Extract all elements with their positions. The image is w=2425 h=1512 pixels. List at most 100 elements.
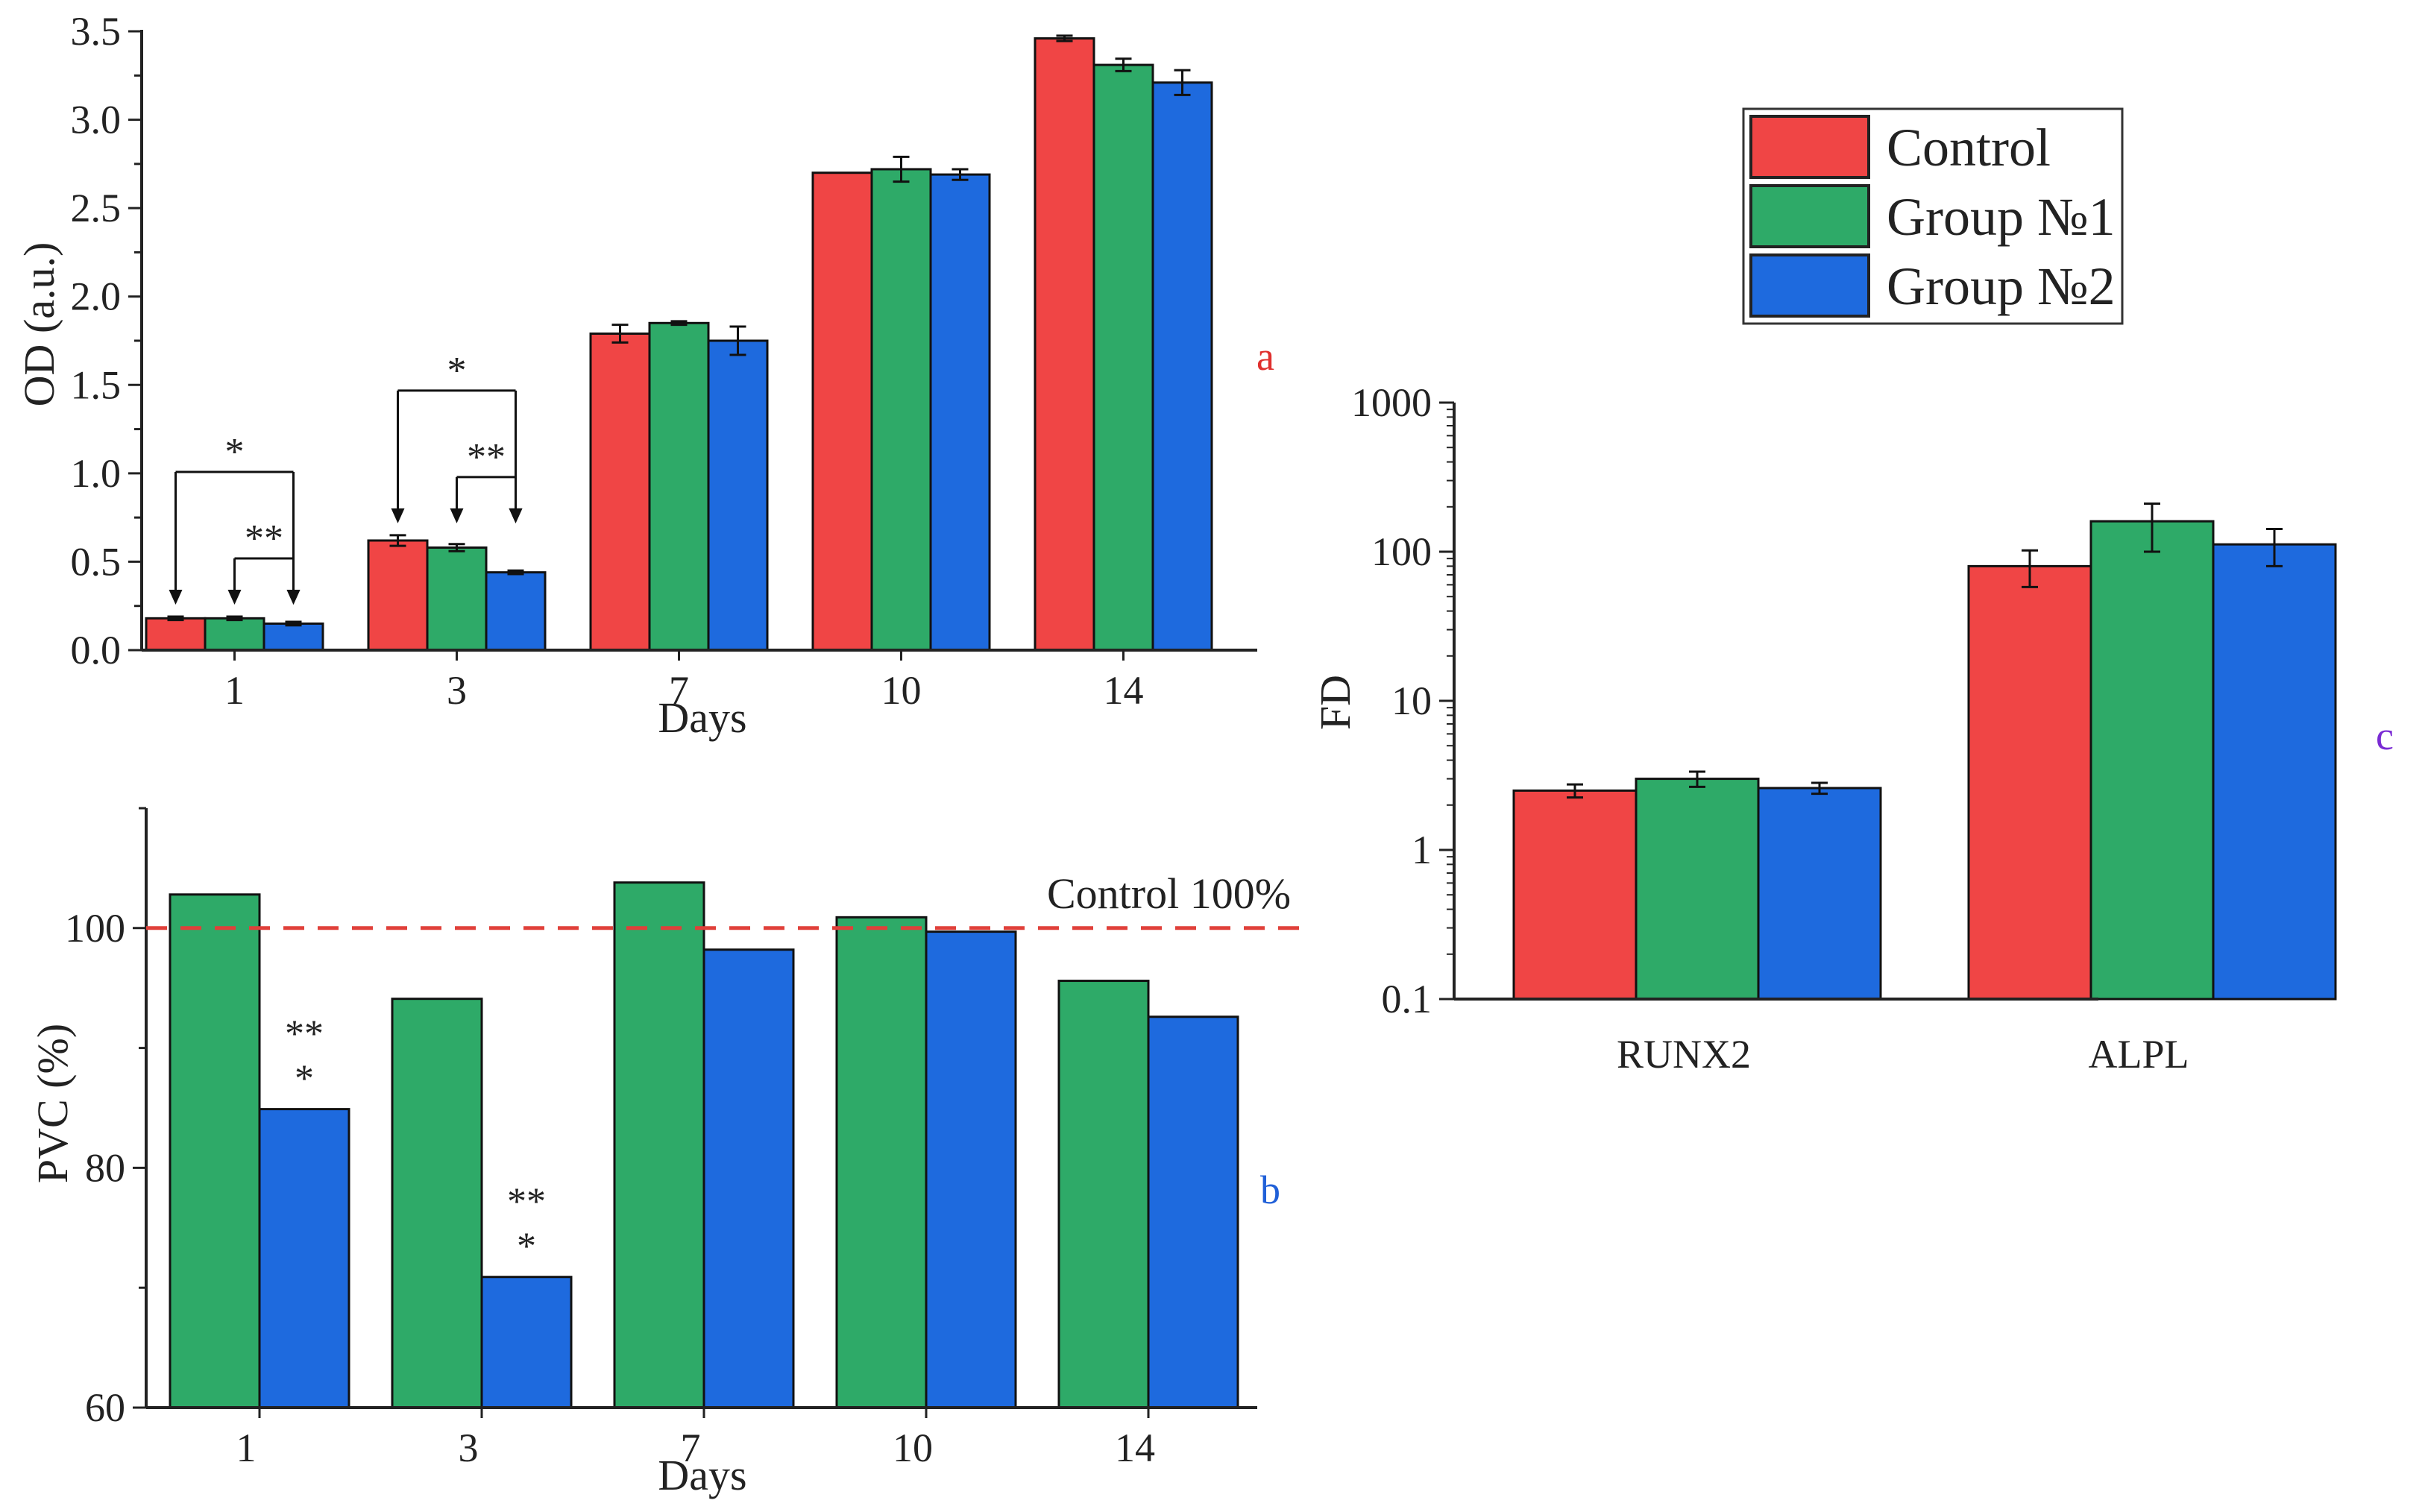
panel-b-bar [1057, 980, 1150, 1409]
panel-a-bar [811, 171, 873, 652]
panel-b-y-tick-label: 60 [85, 1385, 125, 1430]
arrow-head-icon [509, 508, 523, 523]
panel-c-ylabel: FD [1311, 675, 1359, 730]
arrow-head-icon [391, 508, 405, 523]
panel-a-y-tick-label: 2.0 [71, 274, 122, 319]
panel-a-bar [648, 321, 710, 652]
panel-b-bar [258, 1108, 350, 1409]
panel-a-bar [1092, 63, 1154, 652]
panel-b-significance-marks: ****** [285, 1013, 546, 1268]
panel-c-y-tick-label: 0.1 [1382, 977, 1432, 1021]
panel-b-x-tick-label: 1 [236, 1426, 257, 1470]
arrow-head-icon [169, 589, 183, 605]
panel-b-letter: b [1260, 1168, 1280, 1212]
panel-c-error-bars [1567, 503, 2283, 799]
panel-a-x-tick-label: 1 [224, 668, 245, 713]
panel-a-bar [426, 546, 488, 652]
reference-line-label: Control 100% [1047, 869, 1291, 918]
panel-b-bar [1147, 1015, 1239, 1409]
panel-b-axes: 1 3 7 10 14 60 80 100 [65, 807, 1257, 1470]
legend-label-group2: Group №2 [1887, 256, 2116, 316]
panel-a-y-tick-label: 2.5 [71, 186, 122, 230]
panel-b-x-tick-label: 7 [681, 1426, 701, 1470]
significance-label: ** [467, 436, 506, 479]
legend-swatch-control [1749, 115, 1870, 179]
panel-b-bars [169, 881, 1239, 1409]
panel-b-bar [702, 948, 795, 1409]
panel-c-x-tick-label: ALPL [2089, 1032, 2189, 1077]
panel-a-bar [485, 571, 547, 652]
panel-a-bar [929, 173, 991, 652]
significance-label: ** [245, 517, 283, 560]
legend-swatch-group1 [1749, 184, 1870, 248]
panel-a-x-tick-label: 10 [881, 668, 922, 713]
panel-a-bar [1151, 81, 1213, 652]
panel-a-y-tick-label: 1.5 [71, 362, 122, 407]
panel-b-bar [835, 916, 928, 1409]
panel-a-y-tick-label: 3.0 [71, 98, 122, 142]
panel-b-ylabel: PVC (%) [28, 1024, 77, 1183]
significance-label: * [517, 1226, 536, 1268]
legend-label-group1: Group №1 [1887, 187, 2116, 247]
panel-a-y-tick-label: 3.5 [71, 9, 122, 54]
panel-a-bar [204, 617, 265, 652]
arrow-head-icon [450, 508, 464, 523]
panel-a-bar [262, 622, 324, 652]
panel-c-x-tick-label: RUNX2 [1617, 1032, 1751, 1077]
panel-a-bar [707, 339, 769, 652]
panel-b-x-tick-label: 14 [1115, 1426, 1155, 1470]
panel-b-bar [925, 930, 1017, 1409]
panel-a-letter: a [1256, 334, 1274, 379]
significance-label: * [447, 350, 467, 392]
panel-c-bar [1757, 787, 1882, 1001]
panel-a-x-tick-label: 14 [1104, 668, 1144, 713]
significance-label: ** [507, 1181, 546, 1223]
panel-a-bar [145, 617, 207, 652]
panel-a-od-chart: 1 3 7 10 140.00.51.01.52.02.53.03.5 *** *** D… [15, 9, 1274, 742]
panel-a-bar [367, 539, 429, 652]
panel-a-bar [589, 333, 651, 652]
panel-b-bar [169, 893, 261, 1409]
panel-a-y-tick-label: 0.0 [71, 628, 122, 672]
significance-label: * [295, 1058, 314, 1100]
panel-b-xlabel: Days [658, 1451, 746, 1499]
arrow-head-icon [286, 589, 301, 605]
panel-b-bar [480, 1276, 573, 1409]
panel-b-x-tick-label: 10 [893, 1426, 933, 1470]
legend: Control Group №1 Group №2 [1742, 107, 2124, 325]
panel-a-significance-brackets: *** *** [169, 350, 523, 605]
panel-b-x-tick-label: 3 [459, 1426, 479, 1470]
panel-a-x-tick-label: 7 [669, 668, 689, 713]
legend-swatch-group2 [1749, 253, 1870, 318]
panel-c-fd-chart: RUNX2 ALPL 0.1 1 10 100 1000 FD c [1311, 380, 2394, 1077]
arrow-head-icon [227, 589, 242, 605]
panel-b-y-tick-label: 80 [85, 1145, 125, 1190]
significance-label: ** [285, 1013, 324, 1056]
panel-b-bar [391, 998, 483, 1409]
panel-c-y-tick-label: 1000 [1351, 380, 1432, 425]
panel-a-ylabel: OD (a.u.) [15, 242, 63, 407]
panel-b-y-tick-label: 100 [65, 906, 125, 951]
panel-a-xlabel: Days [658, 693, 746, 742]
panel-c-bar [1512, 789, 1638, 1001]
panel-a-bar [1034, 37, 1095, 652]
panel-a-y-tick-label: 1.0 [71, 451, 122, 496]
panel-a-y-tick-label: 0.5 [71, 539, 122, 584]
panel-b-bar [613, 881, 705, 1409]
panel-c-axes: RUNX2 ALPL 0.1 1 10 100 1000 [1351, 380, 2189, 1077]
panel-a-bar [870, 168, 932, 652]
panel-a-axes: 1 3 7 10 14 0.0 0.5 1.0 1.5 2.0 2.5 3.0 3.5 [71, 9, 1257, 713]
panel-c-bar [2212, 543, 2337, 1001]
panel-c-bars [1512, 520, 2337, 1001]
panel-c-y-tick-label: 1 [1412, 828, 1432, 872]
panel-c-bar [1967, 564, 2092, 1001]
panel-c-bar [2089, 520, 2215, 1001]
panel-c-bar [1635, 778, 1760, 1001]
legend-label-control: Control [1887, 118, 2051, 177]
panel-c-y-tick-label: 10 [1391, 678, 1432, 723]
panel-a-error-bars [167, 34, 1191, 627]
significance-label: * [225, 431, 245, 473]
panel-c-letter: c [2376, 714, 2394, 758]
